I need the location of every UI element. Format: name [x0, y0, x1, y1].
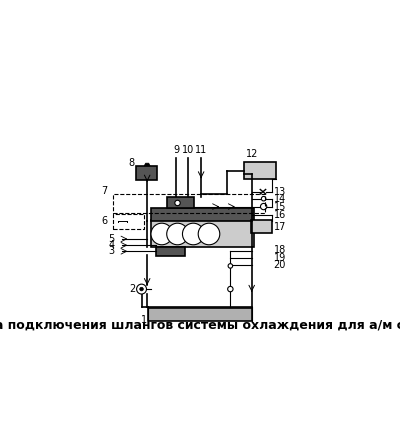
- Circle shape: [198, 223, 220, 245]
- Text: 16: 16: [274, 210, 286, 220]
- Text: 9: 9: [173, 145, 180, 155]
- Circle shape: [228, 264, 233, 268]
- Bar: [244, 162, 276, 179]
- Text: 13: 13: [274, 187, 286, 197]
- Circle shape: [228, 286, 233, 292]
- Bar: [156, 247, 185, 256]
- Text: 11: 11: [195, 145, 207, 155]
- Text: 2: 2: [129, 284, 135, 294]
- Text: 1: 1: [141, 315, 147, 325]
- Circle shape: [182, 223, 204, 245]
- Text: 3: 3: [108, 247, 114, 256]
- Bar: [150, 208, 254, 220]
- Text: 15: 15: [274, 202, 286, 212]
- Bar: [150, 220, 254, 247]
- Text: Схема подключения шлангов системы охлаждения для а/м с МКП: Схема подключения шлангов системы охлажд…: [0, 318, 400, 331]
- Circle shape: [151, 223, 172, 245]
- Polygon shape: [144, 163, 150, 166]
- Text: 6: 6: [102, 216, 108, 226]
- Bar: [167, 197, 194, 208]
- Circle shape: [175, 200, 180, 206]
- Circle shape: [260, 203, 267, 210]
- Text: 19: 19: [274, 253, 286, 262]
- Text: 7: 7: [102, 186, 108, 196]
- Text: 17: 17: [274, 222, 286, 232]
- Bar: [148, 307, 252, 321]
- Circle shape: [136, 284, 146, 294]
- Bar: [114, 214, 144, 229]
- Text: 5: 5: [108, 234, 114, 244]
- Bar: [250, 220, 272, 233]
- Text: 8: 8: [129, 158, 135, 168]
- Circle shape: [261, 196, 266, 201]
- Text: 10: 10: [182, 145, 194, 155]
- Circle shape: [167, 223, 188, 245]
- Bar: [136, 166, 157, 180]
- Text: 4: 4: [108, 240, 114, 250]
- Circle shape: [140, 287, 143, 291]
- Text: 18: 18: [274, 245, 286, 255]
- Text: 20: 20: [274, 261, 286, 270]
- Text: 14: 14: [274, 194, 286, 204]
- Bar: [114, 194, 265, 213]
- Text: 12: 12: [246, 149, 258, 159]
